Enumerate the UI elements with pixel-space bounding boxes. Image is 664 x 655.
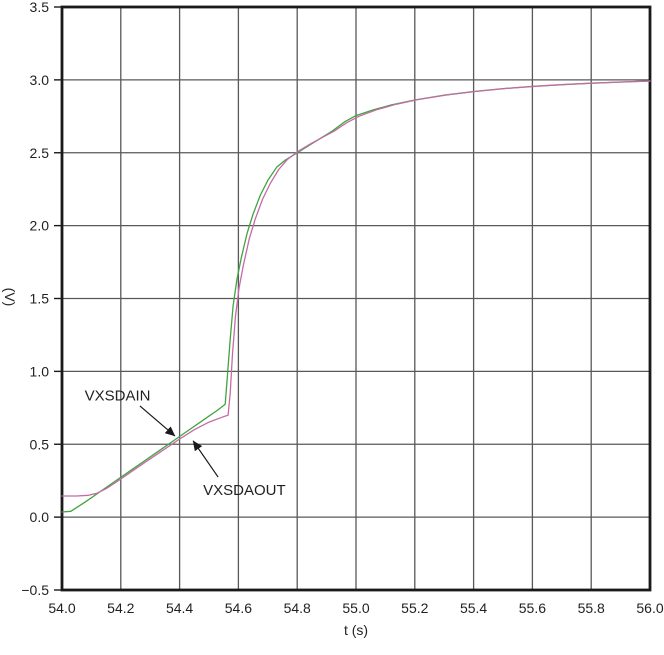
y-axis-title: (V) <box>2 288 18 307</box>
x-tick-label: 54.6 <box>225 600 252 616</box>
y-tick-label: 2.0 <box>30 218 50 234</box>
curve-annotations: VXSDAIN VXSDAOUT <box>85 388 286 499</box>
vxsdaout-arrow <box>192 440 219 478</box>
x-tick-label: 54.0 <box>48 600 75 616</box>
x-tick-label: 56.0 <box>636 600 663 616</box>
y-tick-label: 0.0 <box>30 509 50 525</box>
y-tick-label: 3.5 <box>30 0 50 15</box>
x-tick-label: 55.2 <box>401 600 428 616</box>
series-curves <box>61 80 651 513</box>
vxsdain-arrow <box>139 405 176 437</box>
x-tick-label: 55.0 <box>342 600 369 616</box>
tick-labels: 54.0 54.2 54.4 54.6 54.8 55.0 55.2 55.4 55.6 55.8… <box>21 0 663 616</box>
y-tick-label: 1.5 <box>30 291 50 307</box>
y-tick-label: 1.0 <box>30 363 50 379</box>
y-tick-label: 0.5 <box>30 436 50 452</box>
vxsdain-curve-label: VXSDAIN <box>85 388 151 405</box>
x-tick-label: 55.6 <box>519 600 546 616</box>
plot-area-border <box>60 5 652 592</box>
x-axis-title: t (s) <box>344 622 368 638</box>
y-tick-label: 3.0 <box>30 72 50 88</box>
x-tick-label: 55.4 <box>460 600 487 616</box>
x-tick-label: 54.2 <box>107 600 134 616</box>
plot-border <box>60 5 652 592</box>
y-tick-label: −0.5 <box>21 582 49 598</box>
x-tick-label: 54.4 <box>166 600 193 616</box>
vxsdaout-curve <box>61 80 651 497</box>
vxsdaout-curve-label: VXSDAOUT <box>203 482 286 499</box>
x-tick-label: 55.8 <box>578 600 605 616</box>
gridlines <box>62 7 650 590</box>
y-tick-label: 2.5 <box>30 145 50 161</box>
x-tick-label: 54.8 <box>284 600 311 616</box>
